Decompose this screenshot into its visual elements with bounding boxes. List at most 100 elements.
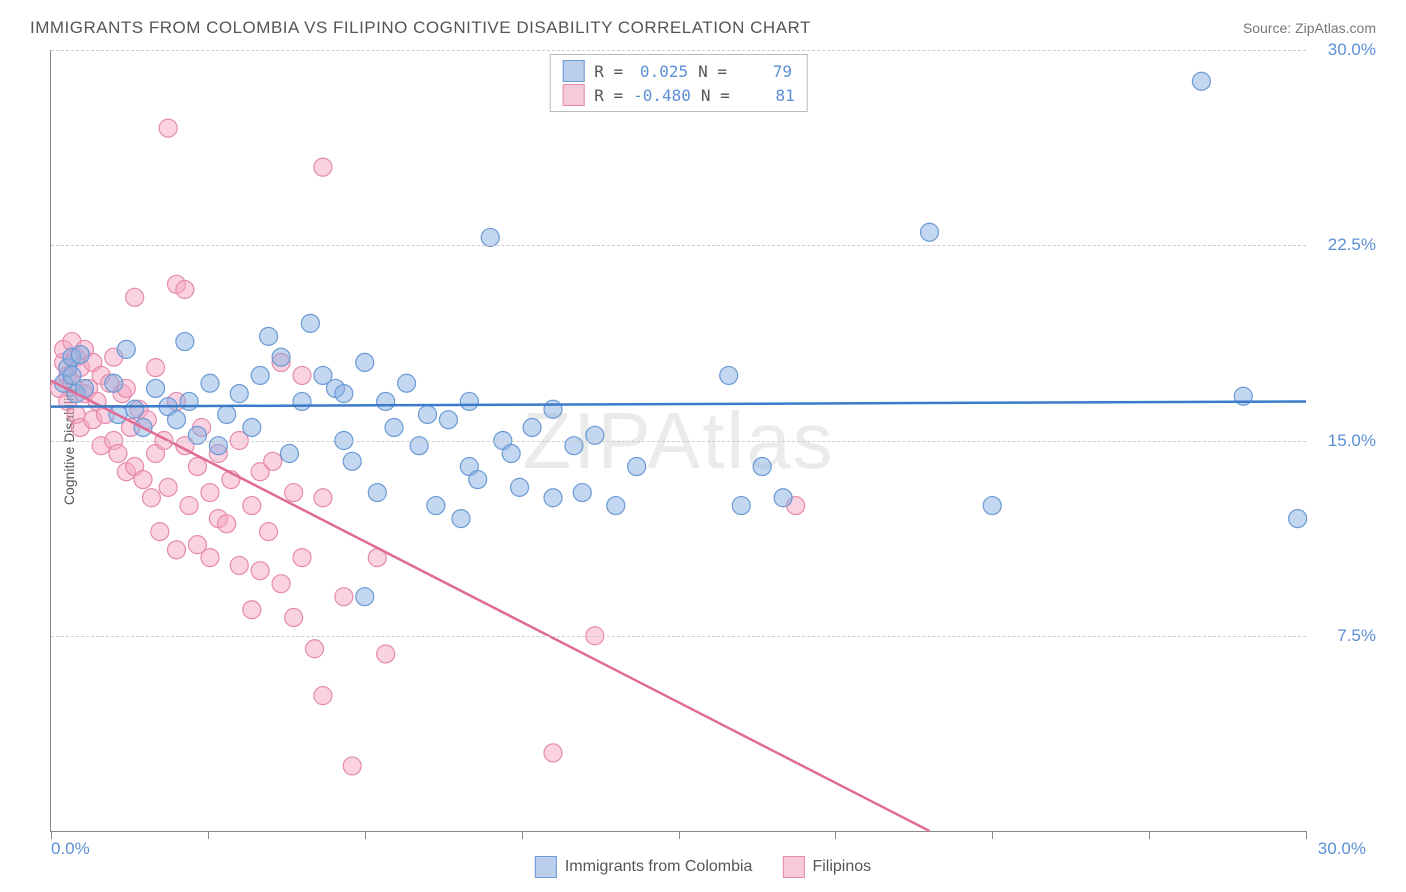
data-point-blue [1289,510,1307,528]
chart-plot-area: ZIPAtlas R = 0.025 N = 79 R = -0.480 N =… [50,50,1306,832]
source-name: ZipAtlas.com [1295,20,1376,36]
data-point-pink [251,562,269,580]
data-point-blue [753,458,771,476]
legend-row-blue: R = 0.025 N = 79 [562,59,795,83]
data-point-pink [377,645,395,663]
data-point-pink [314,687,332,705]
r-value-pink: -0.480 [633,86,691,105]
data-point-pink [314,489,332,507]
data-point-blue [523,418,541,436]
data-point-blue [272,348,290,366]
data-point-blue [452,510,470,528]
data-point-blue [469,471,487,489]
data-point-blue [117,340,135,358]
data-point-blue [921,223,939,241]
r-label: R = [594,62,623,81]
data-point-blue [356,353,374,371]
x-min-label: 0.0% [51,839,90,859]
r-value-blue: 0.025 [633,62,688,81]
data-point-pink [159,119,177,137]
data-point-blue [774,489,792,507]
r-label: R = [594,86,623,105]
data-point-blue [544,400,562,418]
data-point-pink [134,471,152,489]
data-point-blue [180,392,198,410]
n-value-blue: 79 [737,62,792,81]
data-point-blue [168,411,186,429]
data-point-blue [377,392,395,410]
source-attribution: Source: ZipAtlas.com [1243,20,1376,36]
series-legend: Immigrants from Colombia Filipinos [535,856,871,878]
legend-label-blue: Immigrants from Colombia [565,858,753,876]
data-point-blue [147,379,165,397]
data-point-pink [285,609,303,627]
data-point-pink [243,601,261,619]
n-label: N = [701,86,730,105]
data-point-blue [427,497,445,515]
data-point-blue [176,333,194,351]
source-prefix: Source: [1243,20,1295,36]
x-max-label: 30.0% [1318,839,1366,859]
data-point-pink [147,359,165,377]
data-point-blue [209,437,227,455]
swatch-pink [562,84,584,106]
data-point-blue [565,437,583,455]
data-point-pink [243,497,261,515]
y-tick-label: 7.5% [1337,626,1376,646]
data-point-pink [285,484,303,502]
legend-item-blue: Immigrants from Colombia [535,856,753,878]
legend-item-pink: Filipinos [782,856,871,878]
data-point-blue [1192,72,1210,90]
chart-title: IMMIGRANTS FROM COLOMBIA VS FILIPINO COG… [30,18,811,38]
data-point-blue [71,346,89,364]
data-point-blue [732,497,750,515]
data-point-blue [260,327,278,345]
data-point-pink [159,478,177,496]
data-point-pink [260,523,278,541]
data-point-blue [573,484,591,502]
data-point-pink [201,549,219,567]
data-point-pink [168,541,186,559]
legend-label-pink: Filipinos [812,858,871,876]
data-point-blue [105,374,123,392]
data-point-blue [460,392,478,410]
y-tick-label: 15.0% [1328,431,1376,451]
swatch-blue [535,856,557,878]
data-point-pink [293,549,311,567]
data-point-blue [586,426,604,444]
swatch-pink [782,856,804,878]
data-point-blue [385,418,403,436]
data-point-blue [343,452,361,470]
data-point-blue [720,366,738,384]
data-point-blue [301,314,319,332]
data-point-blue [368,484,386,502]
data-point-blue [201,374,219,392]
data-point-pink [142,489,160,507]
data-point-blue [502,445,520,463]
data-point-blue [439,411,457,429]
data-point-blue [251,366,269,384]
data-point-blue [188,426,206,444]
data-point-blue [419,405,437,423]
data-point-blue [356,588,374,606]
data-point-blue [230,385,248,403]
data-point-pink [201,484,219,502]
data-point-pink [176,281,194,299]
data-point-blue [544,489,562,507]
data-point-blue [126,400,144,418]
swatch-blue [562,60,584,82]
data-point-pink [126,288,144,306]
data-point-pink [180,497,198,515]
data-point-blue [410,437,428,455]
y-tick-label: 30.0% [1328,40,1376,60]
data-point-blue [398,374,416,392]
data-point-blue [293,392,311,410]
data-point-pink [264,452,282,470]
data-point-blue [983,497,1001,515]
data-point-blue [335,385,353,403]
data-point-pink [218,515,236,533]
data-point-pink [343,757,361,775]
n-label: N = [698,62,727,81]
data-point-pink [335,588,353,606]
legend-row-pink: R = -0.480 N = 81 [562,83,795,107]
